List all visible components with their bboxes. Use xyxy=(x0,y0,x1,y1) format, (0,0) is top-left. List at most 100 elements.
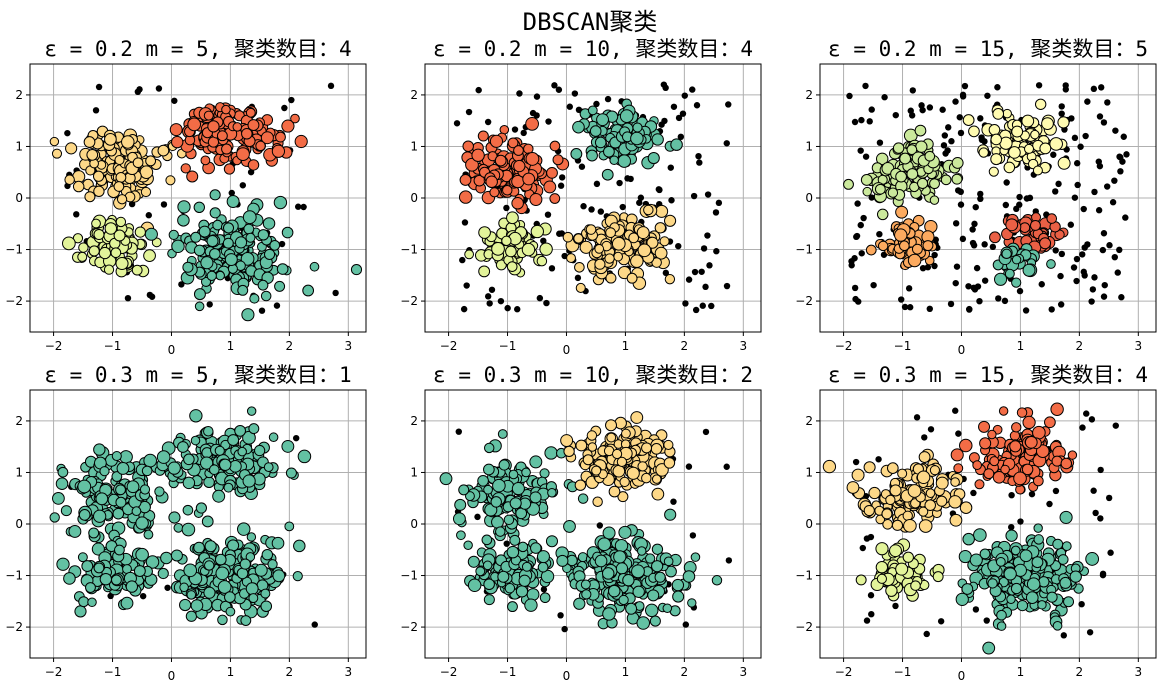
cluster-3-point xyxy=(491,242,505,256)
cluster-4-point xyxy=(1010,582,1023,595)
y-tick-label: 2 xyxy=(15,414,23,428)
cluster-1-point xyxy=(49,136,60,147)
cluster-3-point xyxy=(885,584,898,597)
cluster-4-point xyxy=(193,288,206,301)
cluster-4-point xyxy=(1052,620,1063,631)
cluster-4-point xyxy=(269,239,281,251)
cluster-1-point xyxy=(918,506,929,517)
cluster-4-point xyxy=(955,592,969,606)
cluster-1-point xyxy=(489,187,500,198)
cluster-4-point xyxy=(237,522,251,536)
cluster-2-point xyxy=(254,444,266,457)
cluster-4-point xyxy=(622,574,635,587)
noise-point xyxy=(681,92,688,99)
cluster-5-point xyxy=(1011,277,1022,288)
x-tick-label: 2 xyxy=(1076,339,1084,353)
cluster-4-point xyxy=(607,584,621,598)
cluster-2-point xyxy=(632,122,643,133)
cluster-2-point xyxy=(214,445,225,456)
cluster-3-point xyxy=(467,555,480,568)
cluster-2-point xyxy=(959,438,973,453)
cluster-3-point xyxy=(478,226,491,239)
cluster-2-point xyxy=(990,133,1003,146)
cluster-3-point xyxy=(481,534,493,546)
cluster-3-point xyxy=(505,245,517,258)
cluster-2-point xyxy=(663,457,676,469)
cluster-4-point xyxy=(575,282,586,293)
noise-point xyxy=(1091,188,1098,196)
noise-point xyxy=(862,82,869,90)
cluster-4-point xyxy=(1019,549,1033,563)
cluster-4-point xyxy=(181,522,196,537)
noise-point xyxy=(1048,306,1055,313)
cluster-1-point xyxy=(903,518,917,533)
cluster-4-point xyxy=(597,537,612,552)
cluster-1-point xyxy=(916,470,931,484)
noise-point xyxy=(977,195,984,203)
cluster-4-point xyxy=(1026,577,1041,591)
cluster-1-point xyxy=(929,178,940,190)
cluster-4-point xyxy=(302,284,315,297)
noise-point xyxy=(206,301,213,308)
noise-point xyxy=(989,243,997,251)
y-tick-label: −1 xyxy=(795,569,813,583)
cluster-1-point xyxy=(925,488,936,498)
noise-point xyxy=(966,305,973,313)
noise-point xyxy=(977,190,984,198)
cluster-1-point xyxy=(577,493,589,504)
cluster-1-point xyxy=(495,526,506,537)
noise-point xyxy=(311,621,318,628)
noise-point xyxy=(540,237,547,245)
noise-point xyxy=(288,96,295,104)
cluster-2-point xyxy=(989,456,1000,467)
noise-point xyxy=(332,289,339,297)
cluster-3-point xyxy=(63,572,76,585)
cluster-1-point xyxy=(950,477,960,487)
noise-point xyxy=(868,610,875,618)
cluster-3-point xyxy=(91,218,101,229)
cluster-2-point xyxy=(268,432,279,442)
cluster-1-point xyxy=(111,450,122,462)
y-tick-label: −1 xyxy=(5,243,23,257)
cluster-3-point xyxy=(87,597,97,608)
noise-point xyxy=(497,297,505,305)
y-tick-label: 2 xyxy=(410,88,418,102)
noise-point xyxy=(558,174,566,181)
cluster-4-point xyxy=(614,538,629,553)
cluster-1-point xyxy=(889,484,902,497)
cluster-1-point xyxy=(113,181,125,192)
cluster-2-point xyxy=(207,120,220,133)
noise-point xyxy=(1099,246,1107,254)
cluster-4-point xyxy=(671,578,685,592)
cluster-4-point xyxy=(281,226,294,239)
noise-point xyxy=(145,212,152,219)
cluster-4-point xyxy=(562,231,574,243)
noise-point xyxy=(972,203,979,211)
noise-point xyxy=(972,606,980,613)
cluster-2-point xyxy=(953,463,964,474)
cluster-4-point xyxy=(594,554,608,568)
cluster-1-point xyxy=(899,152,912,165)
noise-point xyxy=(956,114,963,121)
cluster-3-point xyxy=(875,561,889,574)
cluster-1-point xyxy=(143,529,154,540)
cluster-2-point xyxy=(563,445,575,458)
noise-point xyxy=(679,110,687,117)
cluster-2-point xyxy=(180,163,191,174)
noise-point xyxy=(278,240,286,248)
noise-point xyxy=(1097,466,1104,474)
noise-point xyxy=(1111,177,1118,184)
cluster-1-point xyxy=(464,491,475,502)
noise-point xyxy=(1017,518,1024,525)
noise-point xyxy=(597,208,605,215)
cluster-4-point xyxy=(585,224,597,235)
cluster-4-point xyxy=(292,571,303,582)
noise-point xyxy=(723,140,730,147)
cluster-4-point xyxy=(170,549,183,562)
cluster-4-point xyxy=(177,214,190,227)
cluster-1-point xyxy=(936,495,948,507)
cluster-4-point xyxy=(1003,567,1017,581)
noise-point xyxy=(898,296,905,303)
cluster-2-point xyxy=(1009,440,1022,453)
cluster-1-point xyxy=(513,159,526,173)
